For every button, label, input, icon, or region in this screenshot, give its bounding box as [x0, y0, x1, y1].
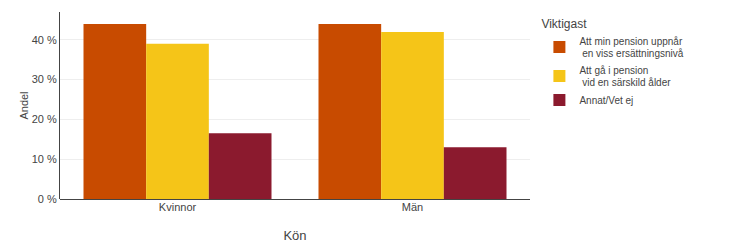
- svg-text:10 %: 10 %: [32, 153, 57, 165]
- svg-text:20 %: 20 %: [32, 113, 57, 125]
- svg-text:Att min pension uppnår en viss: Att min pension uppnår en viss ersättnin…: [579, 36, 683, 60]
- svg-text:40 %: 40 %: [32, 34, 57, 46]
- svg-text:Kön: Kön: [283, 228, 306, 243]
- svg-text:0 %: 0 %: [38, 193, 57, 205]
- svg-text:Att gå i pension vid en särski: Att gå i pension vid en särskild ålder: [579, 65, 671, 89]
- svg-text:Annat/Vet ej: Annat/Vet ej: [579, 95, 633, 106]
- svg-text:Viktigast: Viktigast: [541, 17, 587, 31]
- svg-text:Män: Män: [402, 201, 423, 213]
- svg-text:Andel: Andel: [18, 91, 30, 119]
- svg-text:30 %: 30 %: [32, 73, 57, 85]
- svg-text:Kvinnor: Kvinnor: [159, 201, 197, 213]
